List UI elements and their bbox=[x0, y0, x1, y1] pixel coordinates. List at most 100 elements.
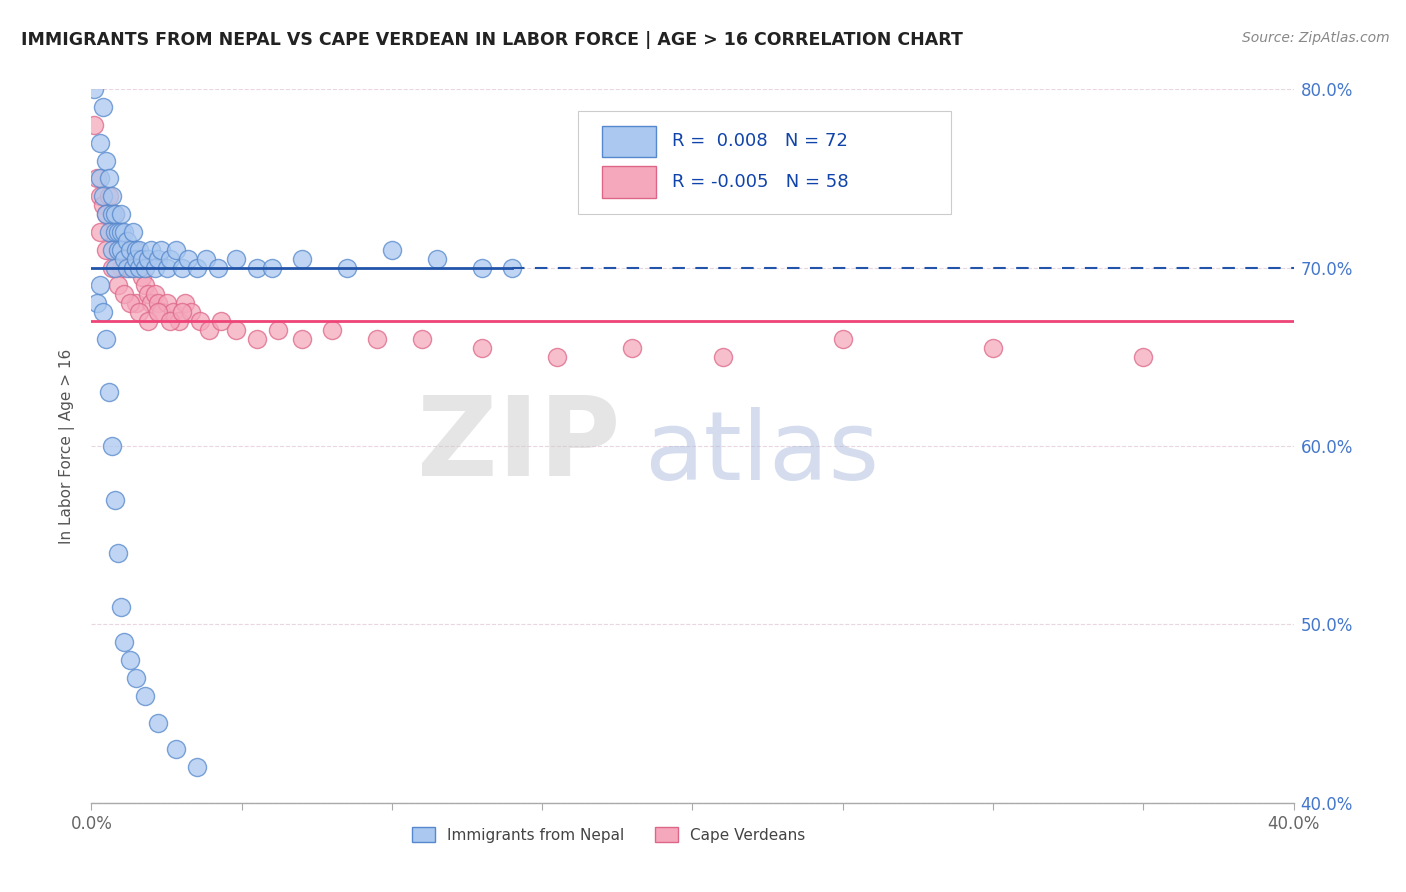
Point bbox=[143, 260, 166, 275]
Point bbox=[267, 323, 290, 337]
Point bbox=[246, 260, 269, 275]
Point bbox=[141, 296, 163, 310]
Point bbox=[101, 260, 124, 275]
Point bbox=[146, 296, 169, 310]
Point bbox=[114, 243, 136, 257]
Point bbox=[117, 260, 139, 275]
Point bbox=[114, 225, 136, 239]
Point bbox=[120, 296, 142, 310]
Point bbox=[188, 314, 211, 328]
Point bbox=[155, 296, 177, 310]
Point bbox=[86, 46, 108, 61]
Point bbox=[83, 118, 105, 132]
Point bbox=[125, 252, 148, 266]
Point bbox=[162, 305, 184, 319]
Point bbox=[107, 278, 129, 293]
Point bbox=[134, 278, 156, 293]
Point bbox=[93, 189, 115, 203]
Point bbox=[546, 350, 568, 364]
Point bbox=[114, 635, 136, 649]
Point bbox=[89, 278, 111, 293]
Point bbox=[101, 207, 124, 221]
Point bbox=[186, 260, 208, 275]
Point bbox=[117, 234, 139, 248]
Text: ZIP: ZIP bbox=[418, 392, 620, 500]
Point bbox=[110, 225, 132, 239]
Text: R =  0.008   N = 72: R = 0.008 N = 72 bbox=[672, 132, 848, 150]
Text: R = -0.005   N = 58: R = -0.005 N = 58 bbox=[672, 173, 849, 191]
Point bbox=[107, 243, 129, 257]
Point bbox=[86, 296, 108, 310]
Point bbox=[186, 760, 208, 774]
Point bbox=[621, 341, 644, 355]
Point bbox=[107, 243, 129, 257]
Point bbox=[711, 350, 734, 364]
Point bbox=[170, 305, 193, 319]
Point bbox=[366, 332, 388, 346]
Point bbox=[114, 252, 136, 266]
Point bbox=[93, 100, 115, 114]
Point bbox=[134, 260, 156, 275]
Point bbox=[98, 225, 121, 239]
Point bbox=[471, 341, 494, 355]
Point bbox=[128, 260, 150, 275]
Point bbox=[159, 252, 181, 266]
Point bbox=[149, 305, 172, 319]
Point bbox=[246, 332, 269, 346]
Point bbox=[89, 171, 111, 186]
Point bbox=[194, 252, 217, 266]
Point bbox=[134, 689, 156, 703]
Point bbox=[197, 323, 219, 337]
FancyBboxPatch shape bbox=[602, 166, 657, 198]
Point bbox=[98, 385, 121, 400]
Point bbox=[155, 260, 177, 275]
Point bbox=[120, 653, 142, 667]
Text: IMMIGRANTS FROM NEPAL VS CAPE VERDEAN IN LABOR FORCE | AGE > 16 CORRELATION CHAR: IMMIGRANTS FROM NEPAL VS CAPE VERDEAN IN… bbox=[21, 31, 963, 49]
Point bbox=[165, 742, 187, 756]
Point bbox=[101, 189, 124, 203]
Point bbox=[143, 287, 166, 301]
Point bbox=[831, 332, 853, 346]
Point bbox=[146, 252, 169, 266]
Point bbox=[104, 260, 127, 275]
Point bbox=[173, 296, 195, 310]
Point bbox=[98, 189, 121, 203]
Point bbox=[83, 82, 105, 96]
Point bbox=[104, 492, 127, 507]
Point bbox=[209, 314, 232, 328]
Point bbox=[170, 260, 193, 275]
Point bbox=[125, 296, 148, 310]
Point bbox=[122, 260, 145, 275]
Point bbox=[1132, 350, 1154, 364]
Point bbox=[96, 243, 118, 257]
Point bbox=[110, 225, 132, 239]
Y-axis label: In Labor Force | Age > 16: In Labor Force | Age > 16 bbox=[59, 349, 76, 543]
Point bbox=[125, 243, 148, 257]
Point bbox=[176, 252, 198, 266]
Point bbox=[128, 305, 150, 319]
Point bbox=[381, 243, 404, 257]
Point bbox=[89, 225, 111, 239]
Point bbox=[138, 287, 160, 301]
Point bbox=[125, 671, 148, 685]
Point bbox=[225, 252, 247, 266]
Point bbox=[321, 323, 343, 337]
Point bbox=[128, 260, 150, 275]
Point bbox=[471, 260, 494, 275]
Point bbox=[101, 225, 124, 239]
Point bbox=[146, 305, 169, 319]
Point bbox=[101, 439, 124, 453]
Point bbox=[336, 260, 359, 275]
Point bbox=[93, 198, 115, 212]
Point bbox=[411, 332, 433, 346]
Legend: Immigrants from Nepal, Cape Verdeans: Immigrants from Nepal, Cape Verdeans bbox=[405, 821, 811, 848]
Point bbox=[96, 153, 118, 168]
Point bbox=[122, 225, 145, 239]
Point bbox=[122, 243, 145, 257]
Point bbox=[138, 314, 160, 328]
Point bbox=[110, 599, 132, 614]
Point bbox=[120, 260, 142, 275]
Point bbox=[141, 243, 163, 257]
Point bbox=[125, 252, 148, 266]
Point bbox=[120, 243, 142, 257]
